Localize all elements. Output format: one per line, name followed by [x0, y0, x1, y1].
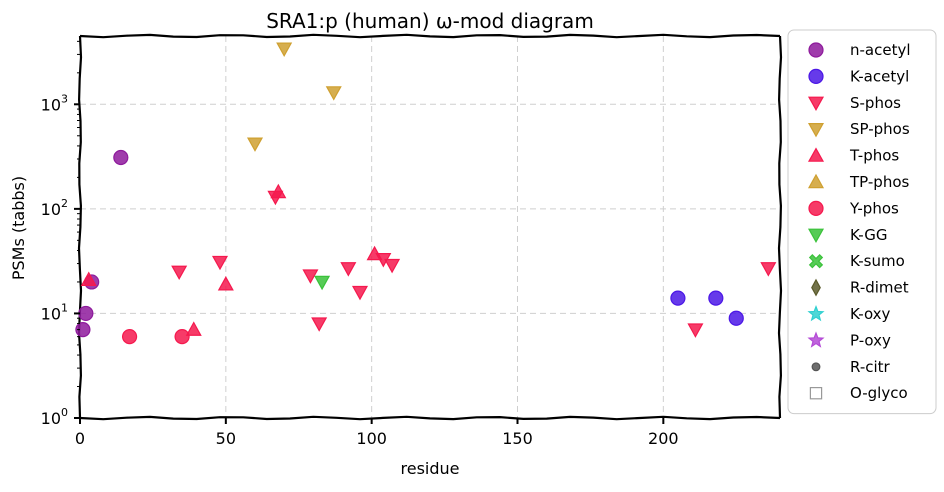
legend-label: K-sumo [850, 252, 905, 270]
legend-marker-P-oxy [807, 331, 825, 348]
data-point-S-phos [760, 262, 777, 277]
frame-right [777, 35, 783, 419]
data-point-S-phos [211, 255, 229, 271]
legend-marker-K-sumo [808, 254, 824, 269]
data-point-S-phos [311, 317, 328, 332]
data-point-K-acetyl [728, 310, 744, 326]
data-point-n-acetyl [78, 305, 94, 322]
legend-marker-T-phos [807, 147, 825, 162]
legend-marker-R-dimet [811, 278, 821, 297]
x-tick-label: 150 [502, 429, 533, 448]
frame-bottom [79, 415, 781, 421]
data-point-K-GG [314, 275, 331, 291]
data-point-S-phos [171, 265, 188, 281]
legend-box [787, 29, 937, 415]
data-point-S-phos [351, 285, 369, 301]
data-point-n-acetyl [75, 322, 91, 338]
x-tick-label: 0 [75, 429, 85, 448]
data-point-T-phos [185, 321, 202, 336]
data-point-K-acetyl [708, 290, 724, 306]
legend-label: R-dimet [850, 279, 909, 297]
data-point-S-phos [384, 258, 401, 274]
legend-label: K-oxy [850, 305, 891, 323]
legend-label: T-phos [849, 147, 899, 165]
legend-label: R-citr [850, 358, 891, 376]
legend-marker-K-GG [807, 228, 825, 244]
data-point-T-phos [366, 245, 383, 261]
legend-marker-S-phos [807, 96, 825, 112]
legend-label: K-GG [850, 226, 887, 244]
chart-title: SRA1:p (human) ω-mod diagram [266, 9, 594, 33]
legend-marker-Y-phos [808, 200, 824, 216]
x-axis-ticks: 0 50 100 150 200 [75, 418, 679, 448]
legend-label: S-phos [850, 94, 901, 112]
data-point-S-phos [340, 262, 357, 277]
x-axis-label: residue [401, 459, 460, 478]
data-point-T-phos [80, 271, 97, 286]
data-point-SP-phos [325, 86, 342, 101]
data-point-Y-phos [174, 329, 190, 345]
y-tick-label: 101 [41, 301, 68, 323]
y-tick-label: 103 [41, 92, 68, 114]
frame-top [79, 33, 781, 39]
legend-label: Y-phos [849, 199, 899, 217]
y-axis-ticks: 100 101 102 103 [41, 40, 80, 428]
legend-marker-K-oxy [807, 304, 825, 322]
data-point-K-acetyl [670, 290, 686, 306]
legend-marker-n-acetyl [808, 42, 824, 58]
data-point-Y-phos [121, 329, 138, 345]
legend-label: TP-phos [849, 173, 909, 191]
x-tick-label: 100 [356, 429, 387, 448]
data-point-SP-phos [276, 42, 293, 57]
data-point-n-acetyl [113, 149, 129, 166]
legend-label: P-oxy [850, 331, 891, 349]
x-tick-label: 50 [216, 429, 236, 448]
legend-marker-TP-phos [807, 173, 825, 189]
y-tick-label: 102 [41, 197, 68, 219]
y-axis-label: PSMs (tabbs) [9, 176, 28, 280]
frame-left [77, 35, 83, 419]
data-point-S-phos [687, 323, 704, 338]
legend-label: K-acetyl [850, 67, 909, 85]
data-points [75, 42, 777, 345]
y-tick-label: 100 [41, 406, 68, 428]
data-point-T-phos [270, 183, 287, 199]
legend-marker-R-citr [811, 362, 821, 372]
grid [80, 36, 780, 418]
plot-frame [77, 33, 783, 421]
legend-label: n-acetyl [850, 41, 911, 59]
legend-marker-O-glyco [809, 387, 823, 400]
x-tick-label: 200 [648, 429, 679, 448]
data-point-SP-phos [246, 137, 264, 152]
legend-label: SP-phos [850, 120, 910, 138]
legend: n-acetyl K-acetyl S-phos SP-phos T-phos TP-ph… [787, 29, 937, 415]
legend-marker-K-acetyl [808, 68, 824, 85]
legend-marker-SP-phos [807, 122, 825, 138]
data-point-S-phos [302, 269, 319, 284]
data-point-T-phos [217, 276, 234, 291]
legend-label: O-glyco [850, 384, 908, 402]
